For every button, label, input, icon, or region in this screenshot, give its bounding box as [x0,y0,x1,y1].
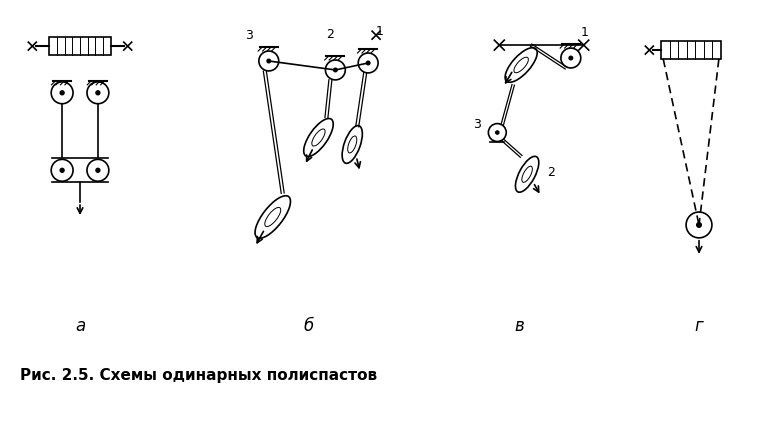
Bar [49,37,111,55]
Circle shape [325,60,346,80]
Ellipse shape [515,156,539,192]
Ellipse shape [343,126,362,163]
Circle shape [697,222,701,227]
Text: Рис. 2.5. Схемы одинарных полиспастов: Рис. 2.5. Схемы одинарных полиспастов [20,368,378,384]
Circle shape [87,159,109,181]
Circle shape [569,56,572,60]
Circle shape [496,131,499,134]
Circle shape [259,51,278,71]
Circle shape [60,91,64,95]
Circle shape [96,168,100,172]
Text: 3: 3 [474,118,482,130]
Ellipse shape [303,118,333,156]
Text: в: в [515,317,524,335]
Circle shape [51,159,73,181]
Text: 1: 1 [581,26,589,39]
Ellipse shape [255,196,290,238]
Text: г: г [694,317,703,335]
Text: 1: 1 [376,25,384,38]
Ellipse shape [522,166,533,182]
Text: 3: 3 [245,29,253,42]
Ellipse shape [514,57,529,73]
Bar [662,41,721,59]
Circle shape [60,168,64,172]
Text: б: б [303,317,314,335]
Text: а: а [75,317,85,335]
Circle shape [489,124,506,142]
Circle shape [51,82,73,104]
Circle shape [358,53,378,73]
Circle shape [96,91,100,95]
Ellipse shape [348,136,357,153]
Circle shape [334,68,337,72]
Circle shape [561,48,581,68]
Circle shape [686,212,712,238]
Ellipse shape [505,48,537,82]
Circle shape [366,61,370,65]
Text: 2: 2 [547,166,555,179]
Circle shape [267,59,271,63]
Ellipse shape [312,129,325,146]
Ellipse shape [265,207,281,226]
Text: 2: 2 [326,28,335,41]
Circle shape [87,82,109,104]
